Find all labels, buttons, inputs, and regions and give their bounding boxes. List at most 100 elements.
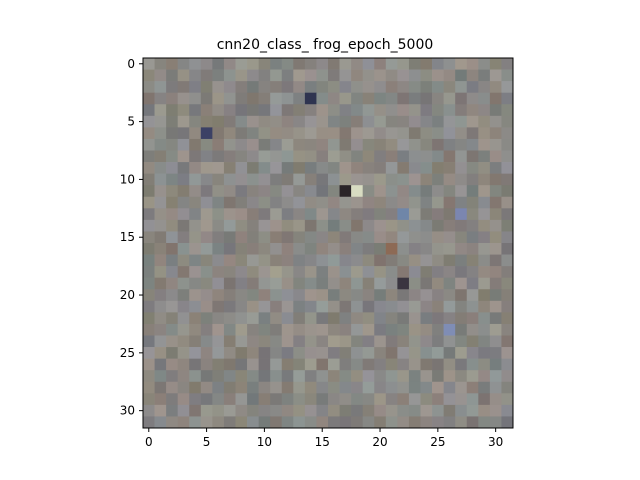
heatmap-cell [397,162,410,174]
heatmap-cell [143,104,155,117]
heatmap-cell [154,69,167,82]
heatmap-cell [420,219,433,232]
heatmap-cell [432,358,444,371]
heatmap-cell [443,231,456,244]
heatmap-cell [247,81,259,94]
heatmap-cell [420,289,433,302]
heatmap-cell [223,300,236,313]
heatmap-cell [397,138,410,151]
heatmap-cell [177,254,190,267]
heatmap-cell [455,335,468,348]
heatmap-cell [235,185,248,198]
heatmap-cell [501,81,514,94]
heatmap-cell [397,92,410,105]
heatmap-cell [189,69,202,82]
heatmap-cell [270,185,283,198]
heatmap-cell [443,81,456,94]
heatmap-cell [374,138,387,151]
heatmap-cell [328,300,340,313]
heatmap-cell [408,289,421,302]
heatmap-cell [212,370,225,383]
heatmap-cell [293,312,306,325]
heatmap-cell [374,115,387,128]
heatmap-cell [455,81,468,94]
heatmap-cell [270,115,283,128]
heatmap-cell [293,138,306,151]
heatmap-cell [385,243,398,255]
heatmap-cell [420,58,433,70]
heatmap-cell [397,185,410,198]
heatmap-cell [351,138,364,151]
heatmap-cell [247,69,259,82]
heatmap-cell [455,289,468,302]
heatmap-cell [466,115,479,128]
heatmap-cell [478,92,491,105]
heatmap-cell [166,138,179,151]
heatmap-cell [143,347,155,359]
heatmap-cell [235,300,248,313]
heatmap-cell [328,81,340,94]
heatmap-cell [443,104,456,117]
heatmap-cell [443,92,456,105]
heatmap-cell [258,231,271,244]
heatmap-cell [351,127,364,140]
heatmap-pixels [143,58,514,429]
heatmap-cell [166,173,179,186]
heatmap-cell [478,138,491,151]
heatmap-cell [316,81,329,94]
heatmap-cell [466,393,479,406]
heatmap-cell [362,127,375,140]
y-tick-label: 10 [120,172,135,186]
heatmap-cell [166,104,179,117]
heatmap-cell [235,254,248,267]
heatmap-cell [270,208,283,221]
heatmap-cell [501,185,514,198]
heatmap-cell [374,393,387,406]
heatmap-cell [166,323,179,336]
heatmap-cell [304,347,317,359]
heatmap-cell [432,289,444,302]
heatmap-cell [408,231,421,244]
heatmap-cell [489,81,502,94]
heatmap-cell [489,393,502,406]
heatmap-cell [304,173,317,186]
heatmap-cell [443,323,456,336]
heatmap-cell [258,416,271,429]
heatmap-cell [443,162,456,174]
heatmap-cell [258,69,271,82]
heatmap-cell [328,150,340,163]
heatmap-cell [432,150,444,163]
heatmap-cell [385,150,398,163]
heatmap-cell [258,243,271,255]
heatmap-cell [397,219,410,232]
heatmap-cell [212,81,225,94]
heatmap-cell [293,115,306,128]
heatmap-cell [339,358,352,371]
heatmap-cell [420,115,433,128]
heatmap-cell [374,162,387,174]
heatmap-cell [212,347,225,359]
heatmap-cell [374,185,387,198]
heatmap-cell [466,127,479,140]
heatmap-cell [432,196,444,209]
heatmap-cell [223,335,236,348]
heatmap-cell [316,162,329,174]
heatmap-cell [270,312,283,325]
heatmap-cell [432,335,444,348]
heatmap-cell [154,58,167,70]
heatmap-cell [293,335,306,348]
heatmap-cell [420,254,433,267]
heatmap-cell [501,300,514,313]
heatmap-cell [385,69,398,82]
heatmap-cell [270,358,283,371]
heatmap-cell [466,323,479,336]
heatmap-cell [489,300,502,313]
heatmap-cell [304,81,317,94]
heatmap-cell [397,277,410,290]
heatmap-cell [281,58,294,70]
heatmap-cell [501,150,514,163]
heatmap-cell [374,58,387,70]
x-tick-label: 25 [430,435,445,449]
heatmap-cell [177,335,190,348]
heatmap-cell [397,173,410,186]
